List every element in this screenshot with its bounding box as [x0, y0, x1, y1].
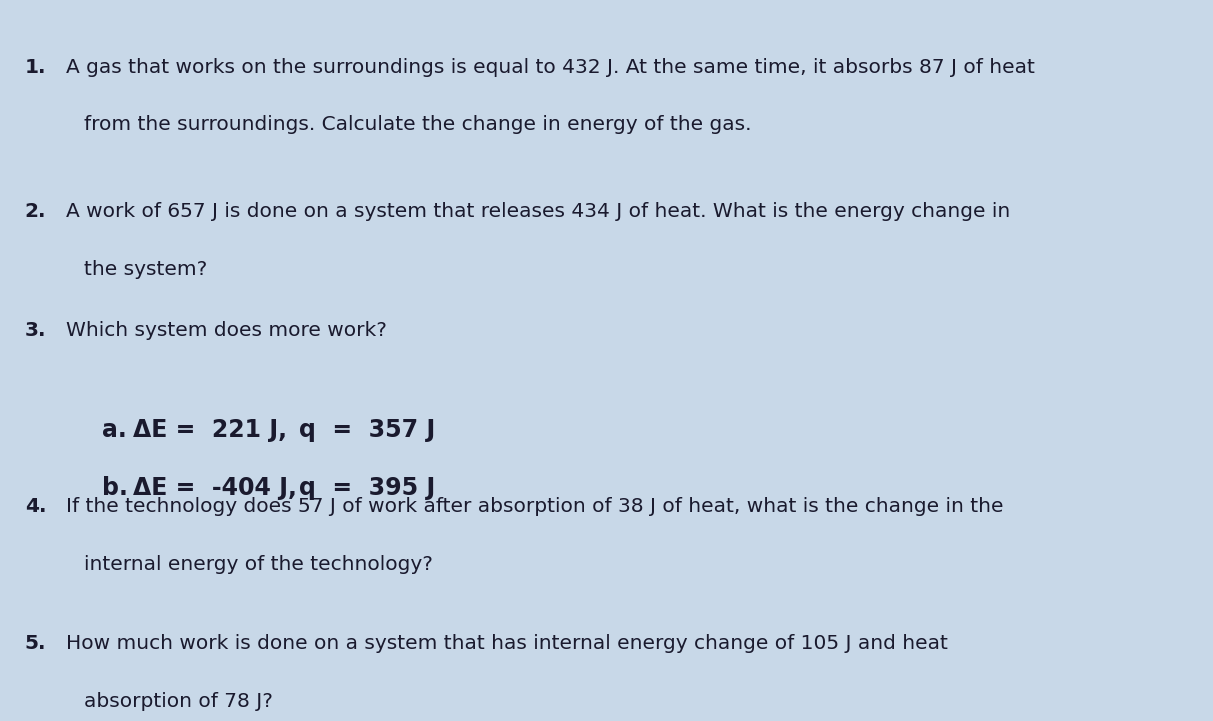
Text: q  =  357 J: q = 357 J	[300, 418, 435, 442]
Text: Which system does more work?: Which system does more work?	[66, 321, 387, 340]
Text: ΔE =  221 J,: ΔE = 221 J,	[133, 418, 287, 442]
Text: If the technology does 57 J of work after absorption of 38 J of heat, what is th: If the technology does 57 J of work afte…	[66, 497, 1003, 516]
Text: 5.: 5.	[24, 634, 46, 653]
Text: b.: b.	[102, 476, 127, 500]
Text: How much work is done on a system that has internal energy change of 105 J and h: How much work is done on a system that h…	[66, 634, 947, 653]
Text: 1.: 1.	[24, 58, 46, 76]
Text: ΔE =  -404 J,: ΔE = -404 J,	[133, 476, 297, 500]
Text: absorption of 78 J?: absorption of 78 J?	[84, 692, 273, 711]
Text: a.: a.	[102, 418, 126, 442]
Text: internal energy of the technology?: internal energy of the technology?	[84, 555, 433, 574]
Text: 2.: 2.	[24, 202, 46, 221]
Text: 4.: 4.	[24, 497, 46, 516]
Text: A gas that works on the surroundings is equal to 432 J. At the same time, it abs: A gas that works on the surroundings is …	[66, 58, 1035, 76]
Text: the system?: the system?	[84, 260, 207, 278]
Text: 3.: 3.	[24, 321, 46, 340]
Text: from the surroundings. Calculate the change in energy of the gas.: from the surroundings. Calculate the cha…	[84, 115, 751, 134]
Text: q  =  395 J: q = 395 J	[300, 476, 435, 500]
Text: A work of 657 J is done on a system that releases 434 J of heat. What is the ene: A work of 657 J is done on a system that…	[66, 202, 1009, 221]
